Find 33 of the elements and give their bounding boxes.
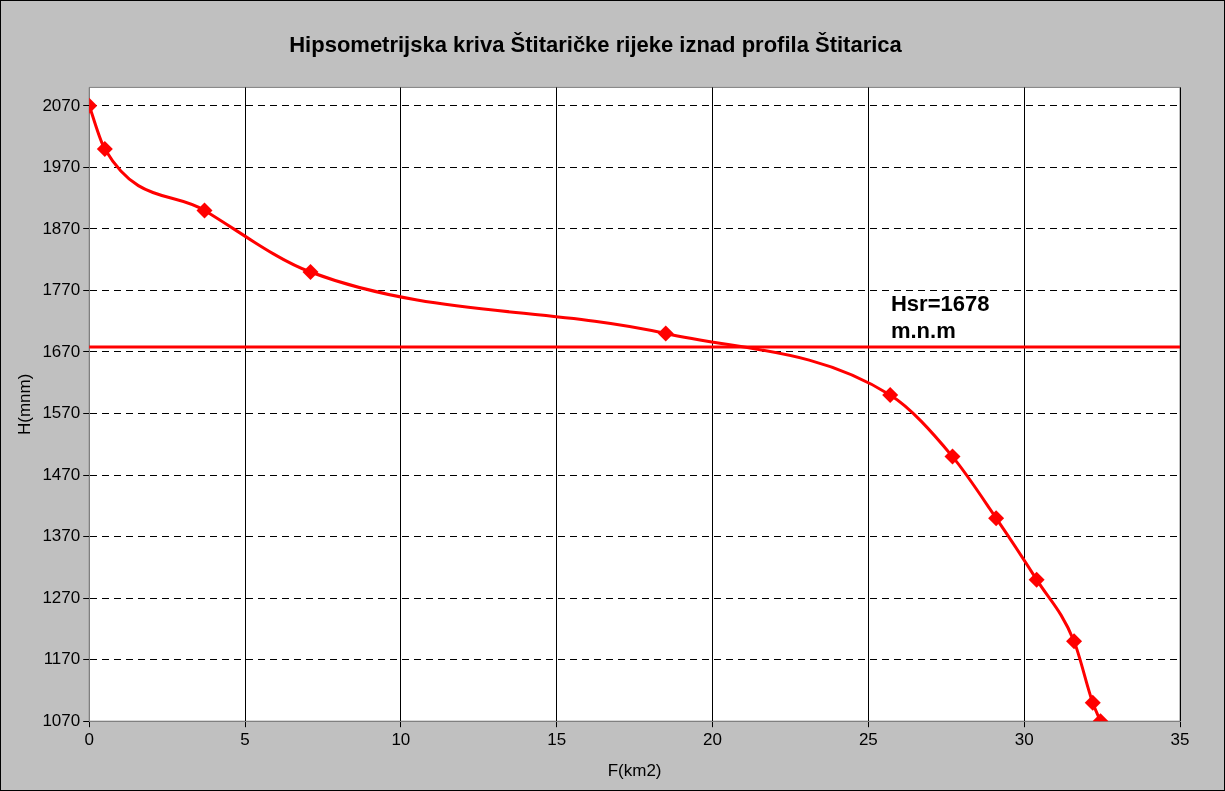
y-tick-label: 1470 [42,464,81,484]
y-tick-label: 1370 [42,526,81,546]
point [1084,694,1101,711]
point [1066,633,1083,650]
y-tick-label: 1170 [43,649,81,669]
y-tick-label: 2070 [42,95,81,115]
x-tick-label: 10 [391,730,411,750]
point [196,202,213,219]
x-tick-label: 0 [84,730,94,750]
y-tick-label: 1970 [42,157,81,177]
x-tick-label: 15 [547,730,567,750]
y-tick-label: 1570 [42,403,81,423]
y-tick-label: 1670 [42,341,81,361]
x-tick-label: 20 [703,730,722,750]
x-tick-label: 5 [240,730,250,750]
x-axis-title: F(km2) [607,761,662,781]
y-tick-label: 1270 [42,587,81,607]
x-tick-label: 25 [858,730,878,750]
x-tick-label: 30 [1014,730,1034,750]
y-tick-label: 1070 [42,710,81,730]
y-tick-label: 1870 [42,218,81,238]
point [988,510,1005,527]
point [657,325,674,342]
ref-line-label: Hsr=1678 m.n.m [890,291,990,344]
point [944,448,961,465]
y-axis-title: H(mnm) [14,373,34,435]
point [882,387,899,404]
point [1028,571,1045,588]
point [302,264,319,280]
chart-title: Hipsometrijska kriva Štitaričke rijeke iznad profila Štitarica [289,32,903,58]
point [96,140,113,157]
y-tick-label: 1770 [42,280,81,300]
x-tick-label: 35 [1170,730,1190,750]
